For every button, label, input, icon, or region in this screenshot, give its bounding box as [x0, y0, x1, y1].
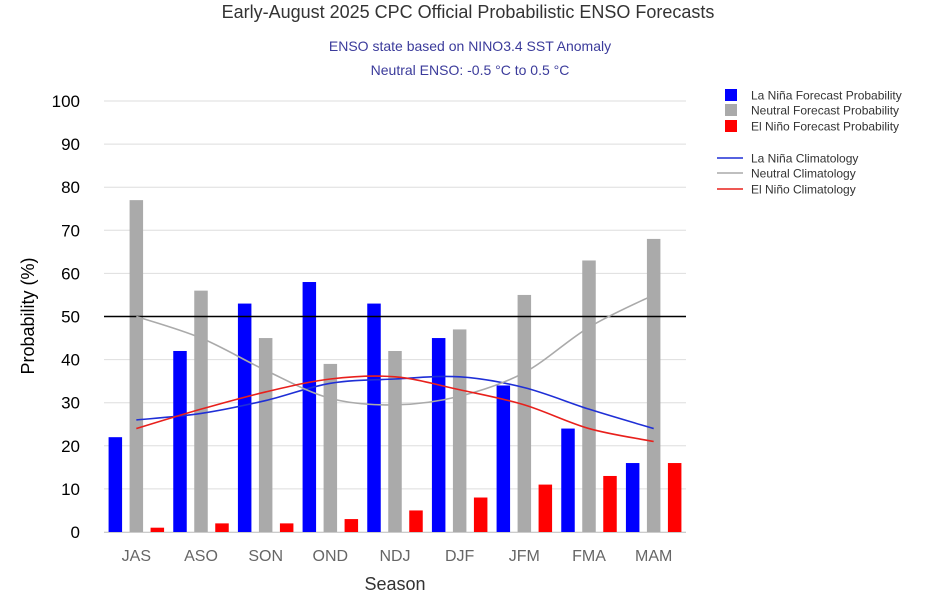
x-axis-label: Season: [364, 574, 425, 594]
bar-la-nina-fma: [561, 428, 575, 532]
legend-label: El Niño Forecast Probability: [751, 120, 899, 134]
chart-subtitle-line-2: Neutral ENSO: -0.5 °C to 0.5 °C: [371, 62, 570, 78]
bar-la-nina-mam: [625, 463, 640, 532]
bar-neutral-ond: [323, 363, 338, 532]
y-axis-label: Probability (%): [18, 257, 38, 374]
bar-el-nino-aso: [215, 523, 229, 532]
legend-item-el-nino-climatology[interactable]: El Niño Climatology: [717, 183, 856, 197]
x-tick-label: ASO: [184, 548, 218, 565]
x-tick-label: MAM: [635, 548, 672, 565]
x-tick-label: OND: [313, 548, 349, 565]
bar-neutral-jfm: [517, 294, 532, 532]
bar-el-nino-fma: [603, 475, 617, 532]
legend-label: Neutral Climatology: [751, 167, 856, 181]
bar-neutral-djf: [452, 329, 467, 532]
bar-el-nino-ond: [344, 519, 359, 532]
y-tick-label: 90: [61, 135, 80, 154]
x-tick-label: FMA: [572, 548, 606, 565]
y-tick-label: 10: [61, 480, 80, 499]
y-tick-label: 60: [61, 264, 80, 283]
y-axis: 0 10 20 30 40 50 60 70 80 90 100: [52, 92, 80, 542]
legend-label: El Niño Climatology: [751, 183, 856, 197]
bar-el-nino-jfm: [538, 484, 553, 532]
line-neutral-climatology: [136, 294, 655, 406]
bar-la-nina-son: [237, 303, 252, 532]
bar-neutral-son: [258, 338, 273, 532]
legend-label: La Niña Forecast Probability: [751, 89, 902, 103]
bar-neutral-mam: [646, 238, 661, 533]
x-tick-label: JAS: [122, 548, 151, 565]
bar-el-nino-son: [279, 523, 294, 532]
legend-item-neutral-climatology[interactable]: Neutral Climatology: [717, 167, 856, 181]
bar-la-nina-djf: [431, 338, 446, 532]
y-tick-label: 0: [71, 523, 80, 542]
legend-swatch: [725, 89, 737, 101]
y-tick-label: 80: [61, 178, 80, 197]
chart-subtitle-line-1: ENSO state based on NINO3.4 SST Anomaly: [329, 38, 611, 54]
legend-swatch: [725, 120, 737, 132]
line-la-nina-climatology: [136, 375, 654, 430]
y-tick-label: 40: [61, 351, 80, 370]
climatology-lines: [104, 294, 686, 443]
legend-item-la-nina-climatology[interactable]: La Niña Climatology: [717, 152, 858, 166]
bar-neutral-aso: [194, 290, 208, 532]
legend-label: La Niña Climatology: [751, 152, 858, 166]
x-axis: JAS ASO SON OND NDJ DJF JFM FMA MAM: [104, 532, 686, 565]
bar-series: [108, 200, 682, 533]
line-el-nino-climatology: [136, 375, 654, 443]
bar-la-nina-jfm: [496, 385, 511, 532]
y-tick-label: 50: [61, 308, 80, 327]
bar-neutral-jas: [129, 200, 144, 532]
x-tick-label: NDJ: [379, 548, 410, 565]
bar-la-nina-ndj: [367, 303, 381, 532]
legend-label: Neutral Forecast Probability: [751, 104, 899, 118]
legend-swatch: [725, 104, 737, 116]
bar-la-nina-ond: [302, 282, 317, 532]
bar-el-nino-ndj: [409, 510, 423, 532]
chart-title: Early-August 2025 CPC Official Probabili…: [222, 2, 715, 22]
bar-la-nina-jas: [108, 437, 123, 532]
legend-item-la-nina-forecast-probability[interactable]: La Niña Forecast Probability: [725, 89, 902, 103]
bar-el-nino-jas: [150, 527, 165, 532]
y-tick-label: 70: [61, 221, 80, 240]
legend-item-el-nino-forecast-probability[interactable]: El Niño Forecast Probability: [725, 120, 899, 134]
bar-la-nina-aso: [173, 350, 187, 532]
x-tick-label: JFM: [509, 548, 540, 565]
x-tick-label: SON: [248, 548, 283, 565]
bar-neutral-fma: [582, 260, 596, 532]
legend-item-neutral-forecast-probability[interactable]: Neutral Forecast Probability: [725, 104, 899, 118]
bar-el-nino-djf: [473, 497, 488, 532]
y-tick-label: 30: [61, 394, 80, 413]
bar-el-nino-mam: [667, 463, 682, 532]
bar-neutral-ndj: [388, 350, 402, 532]
x-tick-label: DJF: [445, 548, 475, 565]
y-tick-label: 100: [52, 92, 80, 111]
y-tick-label: 20: [61, 437, 80, 456]
